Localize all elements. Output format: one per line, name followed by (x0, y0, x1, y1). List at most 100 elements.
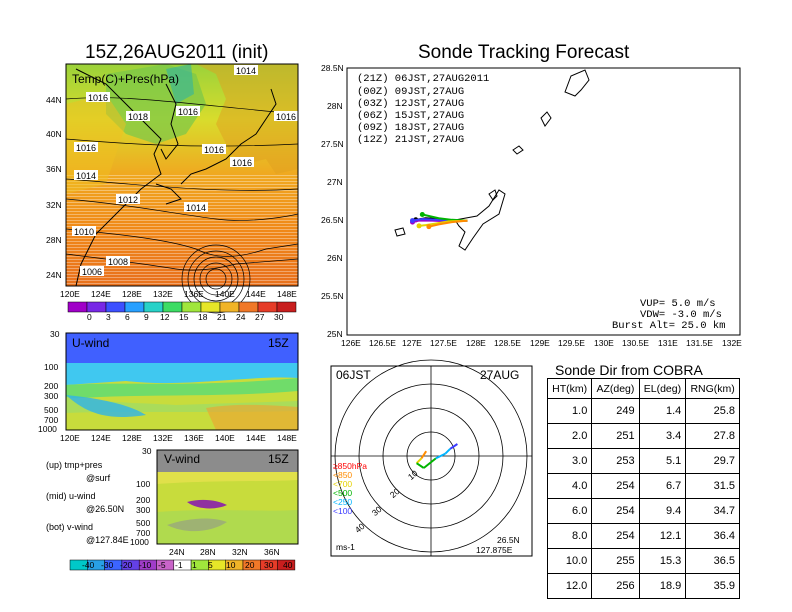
lon-tick: 124E (91, 433, 111, 443)
colorbar-tick: -5 (158, 560, 166, 570)
colorbar-swatch (200, 301, 221, 313)
lon-tick: 127E (402, 338, 422, 348)
tracking-title: Sonde Tracking Forecast (418, 42, 630, 63)
lat-tick: 27N (327, 177, 343, 187)
info-line: Burst Alt= 25.0 km (612, 320, 726, 332)
colorbar-tick: 1 (192, 560, 197, 570)
table-cell: 12.0 (546, 573, 593, 599)
legend-entry: (03Z) 12JST,27AUG (357, 98, 465, 110)
lon-tick: 136E (184, 289, 204, 299)
table-cell: 6.0 (546, 498, 593, 524)
lon-tick: 140E (215, 289, 235, 299)
lon-tick: 128E (122, 433, 142, 443)
lat-tick: 44N (46, 95, 62, 105)
level-label: <700 (333, 479, 353, 489)
table-cell: 36.4 (685, 523, 740, 549)
isobar-label: 1016 (204, 145, 224, 155)
p-tick: 1000 (130, 537, 149, 547)
lon-tick: 131E (658, 338, 678, 348)
legend-entry: (21Z) 06JST,27AUG2011 (357, 73, 490, 85)
level-label: <850 (333, 470, 353, 480)
p-tick: 300 (136, 505, 151, 515)
table-cell: 25.8 (685, 398, 740, 424)
table-cell: 27.8 (685, 423, 740, 449)
colorbar-swatch (124, 301, 145, 313)
track-end-point (426, 224, 432, 230)
track-end-point (410, 218, 415, 224)
p-tick: 30 (142, 446, 152, 456)
table-cell: 251 (591, 423, 640, 449)
colorbar-swatch (276, 301, 297, 313)
table-row: 8.0 254 12.1 36.4 (546, 523, 740, 549)
level-label: <500 (333, 488, 353, 498)
isobar-label: 1016 (88, 93, 108, 103)
header-rng: RNG(km) (685, 378, 740, 399)
lat-tick: 32N (46, 200, 62, 210)
uwind-time: 15Z (268, 336, 289, 350)
colorbar-swatch (257, 301, 278, 313)
table-cell: 254 (591, 473, 640, 499)
table-cell: 253 (591, 448, 640, 474)
table-row: 6.0 254 9.4 34.7 (546, 498, 740, 524)
lon-tick: 128.5E (494, 338, 521, 348)
table-cell: 6.7 (638, 473, 687, 499)
header-az: AZ(deg) (591, 378, 640, 399)
table-cell: 36.5 (685, 548, 740, 574)
table-cell: 255 (591, 548, 640, 574)
lon-tick: 130.5E (622, 338, 649, 348)
header-el: EL(deg) (638, 378, 687, 399)
level-label: <250 (333, 497, 353, 507)
temp-colorbar (67, 301, 297, 313)
lon-tick: 129.5E (558, 338, 585, 348)
map-field-label: Temp(C)+Pres(hPa) (72, 72, 180, 86)
legend-entry: (09Z) 18JST,27AUG (357, 122, 465, 134)
lat-tick: 25.5N (321, 291, 344, 301)
lon-tick: 120E (60, 433, 80, 443)
lon-tick: 140E (215, 433, 235, 443)
colorbar-tick: 18 (198, 312, 208, 322)
isobar-label: 1012 (118, 195, 138, 205)
vwind-colorbar (69, 559, 296, 571)
p-tick: 300 (44, 391, 59, 401)
p-tick: 100 (136, 479, 151, 489)
tracking-map (346, 67, 741, 336)
table-cell: 254 (591, 498, 640, 524)
colorbar-swatch (67, 301, 88, 313)
isobar-label: 1014 (186, 203, 206, 213)
table-cell: 15.3 (638, 548, 687, 574)
lat-tick: 28.5N (321, 63, 344, 73)
colorbar-tick: 20 (245, 560, 255, 570)
lat-tick: 26N (327, 253, 343, 263)
colorbar-tick: -10 (139, 560, 152, 570)
table-cell: 3.0 (546, 448, 593, 474)
p-tick: 700 (136, 528, 151, 538)
p-tick: 500 (44, 405, 59, 415)
table-row: 12.0 256 18.9 35.9 (546, 573, 740, 599)
table-cell: 9.4 (638, 498, 687, 524)
lon-tick: 126.5E (369, 338, 396, 348)
lat-tick: 28N (327, 101, 343, 111)
table-cell: 256 (591, 573, 640, 599)
colorbar-tick: -1 (175, 560, 183, 570)
colorbar-tick: 21 (217, 312, 227, 322)
p-tick: 500 (136, 518, 151, 528)
colorbar-swatch (219, 301, 240, 313)
colorbar-swatch (238, 301, 259, 313)
colorbar-tick: 5 (208, 560, 213, 570)
table-cell: 249 (591, 398, 640, 424)
isobar-label: 1014 (76, 171, 96, 181)
surface-temp-map: 1014 1016 1018 1016 1016 1016 1016 1016 … (65, 63, 299, 314)
p-tick: 700 (44, 415, 59, 425)
isobar-label: 1010 (74, 227, 94, 237)
lon-tick: 120E (60, 289, 80, 299)
hodograph-segment (435, 452, 446, 460)
info-line: VUP= 5.0 m/s (640, 298, 716, 310)
lon-tick: 148E (277, 433, 297, 443)
lon-tick: 127.5E (430, 338, 457, 348)
lon-tick: 144E (246, 433, 266, 443)
note-line: @127.84E (86, 535, 129, 545)
p-tick: 1000 (38, 424, 57, 434)
table-cell: 29.7 (685, 448, 740, 474)
colorbar-tick: 27 (255, 312, 265, 322)
hodograph-segment (423, 457, 437, 469)
